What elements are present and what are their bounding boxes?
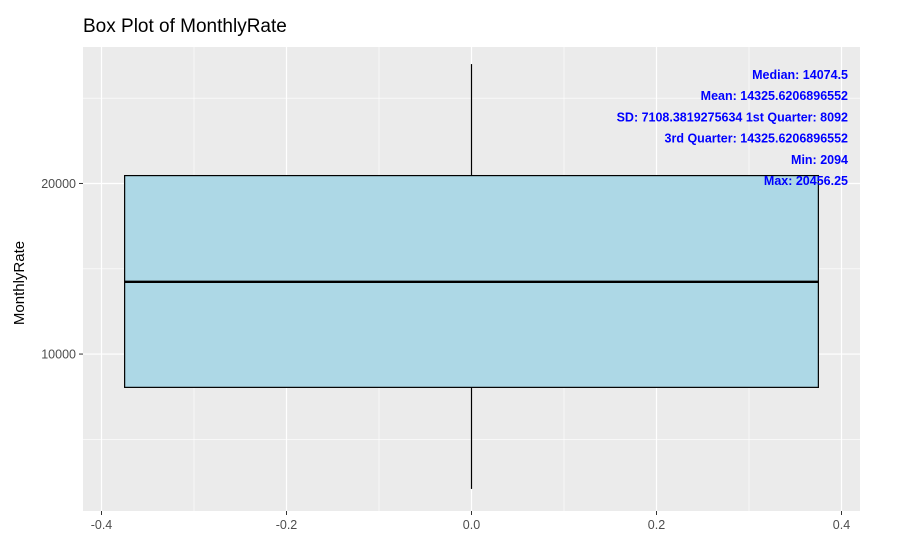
- chart-title: Box Plot of MonthlyRate: [83, 16, 287, 37]
- x-tick-label: 0.2: [648, 518, 665, 532]
- y-tick-label: 20000: [41, 177, 76, 191]
- x-tick-label: -0.2: [276, 518, 298, 532]
- y-tick-label: 10000: [41, 348, 76, 362]
- annotations: Median: 14074.5 Mean: 14325.6206896552 SD:…: [617, 68, 848, 188]
- stats-annotation: SD: 7108.3819275634 1st Quarter: 8092: [617, 110, 848, 124]
- stats-annotation: Min: 2094: [791, 153, 848, 167]
- axis-ticks: -0.4 -0.2 0.0 0.2 0.4 10000 20000: [41, 177, 850, 532]
- y-axis-title: MonthlyRate: [11, 241, 28, 325]
- x-tick-label: -0.4: [91, 518, 113, 532]
- stats-annotation: Max: 20456.25: [764, 174, 848, 188]
- x-tick-label: 0.4: [833, 518, 850, 532]
- stats-annotation: Mean: 14325.6206896552: [701, 89, 848, 103]
- stats-annotation: 3rd Quarter: 14325.6206896552: [665, 132, 849, 146]
- stats-annotation: Median: 14074.5: [752, 68, 848, 82]
- box: [124, 174, 819, 388]
- x-tick-label: 0.0: [463, 518, 480, 532]
